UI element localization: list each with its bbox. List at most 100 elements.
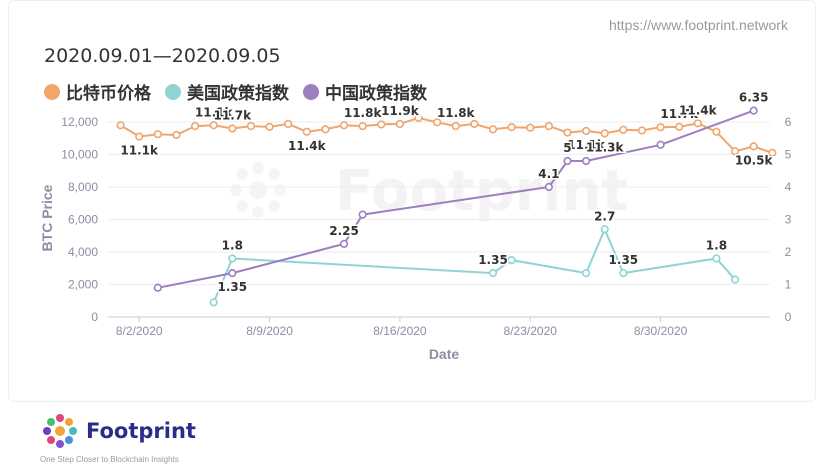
data-point[interactable]	[526, 123, 535, 132]
series-line	[120, 116, 773, 154]
data-point[interactable]	[544, 182, 553, 192]
x-tick-label: 8/9/2020	[246, 324, 293, 338]
legend-label-btc: 比特币价格	[66, 84, 151, 104]
legend-marker-cn	[303, 83, 319, 100]
data-point[interactable]	[377, 120, 386, 129]
data-point[interactable]	[321, 125, 330, 134]
data-point[interactable]	[470, 119, 479, 129]
data-point[interactable]	[228, 124, 237, 133]
data-point[interactable]	[600, 129, 609, 138]
brand-name: Footprint	[86, 419, 196, 443]
watermark: Footprint	[230, 159, 628, 224]
data-point[interactable]	[246, 121, 256, 131]
data-label: 11.1k	[567, 138, 606, 152]
data-point[interactable]	[488, 125, 498, 134]
data-point[interactable]	[339, 121, 349, 130]
legend-item-us[interactable]: 美国政策指数	[165, 79, 289, 104]
data-point[interactable]	[228, 254, 237, 263]
legend-marker-us	[165, 83, 181, 100]
data-point[interactable]	[656, 140, 665, 149]
data-point[interactable]	[507, 123, 516, 132]
legend-marker-btc	[44, 83, 60, 100]
y-tick-label: 8,000	[68, 180, 98, 194]
x-tick-label: 8/16/2020	[373, 324, 427, 338]
data-label: 4.1	[538, 167, 559, 181]
footprint-logo-icon	[43, 414, 77, 448]
data-point[interactable]	[153, 130, 162, 139]
data-point[interactable]	[414, 113, 423, 123]
data-point[interactable]	[488, 269, 498, 278]
brand-logo[interactable]: Footprint	[40, 412, 196, 450]
data-point[interactable]	[153, 283, 162, 292]
legend-item-btc[interactable]: 比特币价格	[44, 79, 151, 104]
data-point[interactable]	[749, 142, 758, 151]
data-label: 5	[563, 141, 571, 155]
data-label: 10.5k	[735, 153, 774, 167]
y-tick-label: 2,000	[68, 278, 98, 292]
data-label: 11.1k	[120, 144, 159, 158]
y-tick-label: 10,000	[61, 148, 98, 162]
data-point[interactable]	[563, 156, 572, 166]
series-line	[212, 226, 736, 303]
data-label: 1.35	[478, 253, 508, 267]
data-point[interactable]	[172, 130, 181, 140]
x-tick-label: 8/30/2020	[634, 324, 688, 338]
data-label: 11.3k	[586, 140, 625, 154]
data-point[interactable]	[358, 210, 367, 219]
data-point[interactable]	[581, 126, 591, 136]
data-point[interactable]	[712, 254, 721, 263]
data-point[interactable]	[395, 119, 405, 129]
y2-tick-label: 0	[785, 310, 792, 324]
data-label: 1.35	[218, 280, 248, 294]
y2-tick-label: 6	[785, 115, 792, 129]
data-point[interactable]	[581, 269, 591, 278]
x-tick-label: 8/23/2020	[504, 324, 558, 338]
data-point[interactable]	[433, 118, 442, 127]
legend-label-us: 美国政策指数	[187, 84, 289, 104]
data-point[interactable]	[730, 147, 740, 156]
data-point[interactable]	[116, 121, 125, 130]
data-point[interactable]	[730, 275, 740, 284]
axes: 0 2,000 4,000 6,000 8,000 10,000 12,000 0 1 2 3 4 5 6…	[61, 115, 791, 338]
data-point[interactable]	[563, 128, 572, 137]
data-point[interactable]	[749, 106, 758, 115]
data-point[interactable]	[190, 121, 200, 131]
data-point[interactable]	[265, 122, 274, 131]
legend-item-cn[interactable]: 中国政策指数	[303, 79, 427, 104]
data-point[interactable]	[507, 256, 516, 265]
x-tick-label: 8/2/2020	[116, 324, 163, 338]
chart-card	[8, 0, 816, 402]
watermark-logo-icon	[230, 162, 286, 218]
y2-tick-label: 4	[785, 180, 792, 194]
data-point[interactable]	[768, 148, 777, 157]
data-point[interactable]	[284, 119, 293, 129]
date-range-title: 2020.09.01—2020.09.05	[44, 45, 281, 67]
data-point[interactable]	[302, 127, 311, 136]
data-point[interactable]	[693, 119, 702, 128]
data-point[interactable]	[339, 239, 349, 248]
data-point[interactable]	[637, 126, 647, 135]
data-point[interactable]	[675, 122, 684, 131]
data-point[interactable]	[619, 269, 628, 278]
data-label: 11.7k	[214, 109, 253, 123]
data-point[interactable]	[544, 121, 553, 131]
y2-tick-label: 5	[785, 148, 792, 162]
data-label: 11.9k	[381, 104, 420, 118]
data-point[interactable]	[656, 123, 665, 132]
data-label: 2.7	[594, 209, 615, 223]
legend-label-cn: 中国政策指数	[325, 84, 427, 104]
data-point[interactable]	[600, 225, 609, 234]
chart-legend: 比特币价格 美国政策指数 中国政策指数	[44, 79, 441, 104]
data-label: 11.4k	[288, 139, 327, 153]
data-point[interactable]	[358, 121, 367, 131]
data-point[interactable]	[619, 125, 628, 134]
data-point[interactable]	[712, 127, 721, 136]
data-point[interactable]	[581, 156, 591, 166]
data-point[interactable]	[209, 298, 218, 307]
source-url[interactable]: https://www.footprint.network	[609, 17, 788, 33]
data-point[interactable]	[135, 132, 144, 141]
data-point[interactable]	[209, 121, 218, 130]
data-label: 6.35	[739, 91, 769, 105]
data-point[interactable]	[451, 121, 460, 131]
data-point[interactable]	[228, 269, 237, 278]
